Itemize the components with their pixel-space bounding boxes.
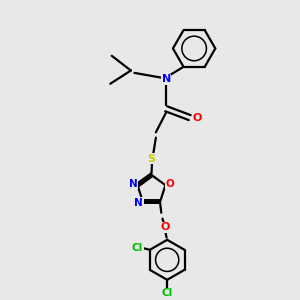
Text: O: O bbox=[165, 179, 174, 189]
Text: O: O bbox=[160, 223, 170, 232]
Text: N: N bbox=[134, 198, 143, 208]
Text: N: N bbox=[129, 179, 138, 189]
Text: O: O bbox=[192, 112, 202, 123]
Text: Cl: Cl bbox=[162, 288, 173, 298]
Text: N: N bbox=[162, 74, 171, 84]
Text: Cl: Cl bbox=[132, 243, 143, 254]
Text: S: S bbox=[148, 154, 155, 164]
